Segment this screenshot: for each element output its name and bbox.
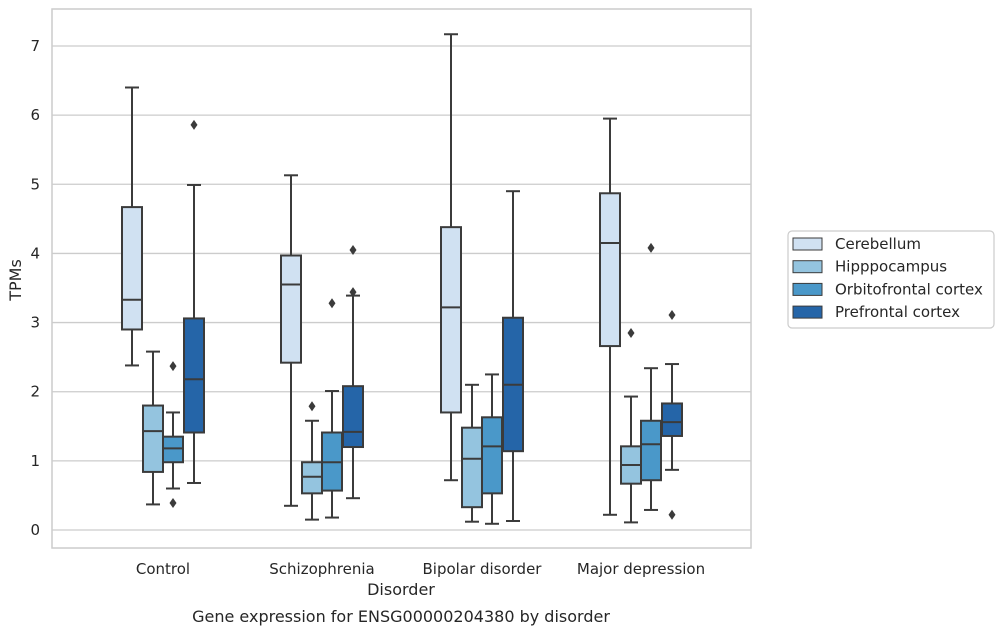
y-tick-label: 0 [30,521,40,539]
legend: Cerebellum Hipppocampus Orbitofrontal cort… [788,231,994,328]
box-iqr [441,227,461,412]
box [503,191,523,521]
box [600,119,620,515]
box-iqr [343,386,363,447]
y-tick-label: 4 [30,244,40,262]
box [662,310,682,520]
y-axis-title: TPMs [6,259,25,302]
box [621,328,641,522]
x-axis-title: Disorder [367,580,435,599]
legend-label: Cerebellum [835,235,921,253]
box [122,87,142,365]
y-tick-label: 1 [30,452,40,470]
box [281,175,301,506]
box [322,298,342,517]
outlier-point [170,498,177,508]
box-iqr [184,318,204,432]
y-tick-label: 5 [30,175,40,193]
box-iqr [122,207,142,329]
box-series [122,34,682,524]
legend-label: Orbitofrontal cortex [835,280,983,298]
box-iqr [302,462,322,493]
outlier-point [191,120,198,130]
series-hipppocampus [143,328,641,522]
box-iqr [600,193,620,346]
legend-label: Hipppocampus [835,258,947,276]
y-tick-label: 6 [30,106,40,124]
outlier-point [648,243,655,253]
x-tick-label: Bipolar disorder [423,560,543,578]
x-tick-label: Major depression [577,560,705,578]
box [143,352,163,505]
y-axis-ticks: 0 1 2 3 4 5 6 7 [30,37,40,539]
outlier-point [329,298,336,308]
y-tick-label: 2 [30,383,40,401]
x-tick-label: Schizophrenia [269,560,374,578]
y-tick-label: 7 [30,37,40,55]
legend-label: Prefrontal cortex [835,303,960,321]
box-iqr [662,403,682,435]
outlier-point [669,310,676,320]
x-axis-ticks: Control Schizophrenia Bipolar disorder Majo… [136,560,705,578]
legend-swatch [793,261,822,273]
box-plot-chart: 0 1 2 3 4 5 6 7 Control Schizophrenia Bipolar dis… [0,0,1003,634]
outlier-point [170,361,177,371]
box [462,385,482,522]
chart-caption: Gene expression for ENSG00000204380 by d… [192,607,610,626]
box-iqr [641,421,661,480]
box [441,34,461,480]
outlier-point [628,328,635,338]
box [184,120,204,483]
outlier-point [309,401,316,411]
box [641,243,661,510]
box-iqr [482,417,502,493]
box-iqr [143,406,163,472]
legend-swatch [793,306,822,318]
legend-swatch [793,238,822,250]
box-iqr [462,428,482,508]
box [482,374,502,523]
legend-swatch [793,283,822,295]
box-iqr [163,437,183,463]
x-tick-label: Control [136,560,190,578]
outlier-point [669,510,676,520]
box-iqr [281,256,301,363]
box [163,361,183,508]
y-tick-label: 3 [30,314,40,332]
series-cerebellum [122,34,620,515]
series-orbitofrontal-cortex [163,243,661,524]
